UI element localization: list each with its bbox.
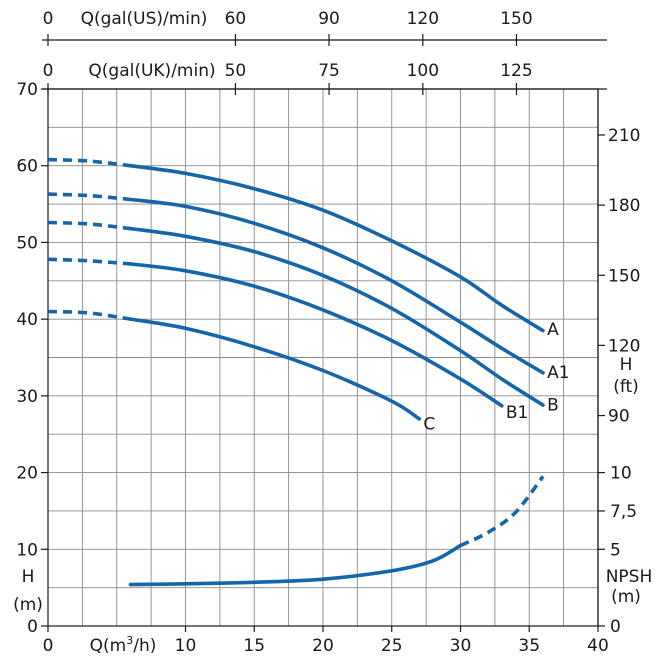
ft-tick-label: 210 (608, 126, 640, 146)
y-tick-label: 50 (16, 233, 38, 253)
curve-a-dashed (47, 157, 131, 168)
x-tick-label: 20 (312, 636, 334, 656)
ft-axis-label: H (620, 355, 633, 375)
bottom-axis: 0 10 15 20 25 30 35 40 Q(m3/h) (43, 626, 609, 656)
x-tick-label: 40 (587, 636, 609, 656)
curve-labels: A A1 B B1 C (423, 320, 569, 434)
curve-npsh-solid (128, 543, 463, 587)
top_axis_us-tick-label: 90 (318, 9, 340, 29)
y-tick-label: 60 (16, 157, 38, 177)
x-axis-label-tail: /h) (133, 636, 156, 656)
curves (47, 157, 545, 587)
npsh-tick-label: 5 (610, 540, 621, 560)
y-tick-label: 70 (16, 80, 38, 100)
x-tick-label: 25 (381, 636, 403, 656)
curve-c-solid (128, 317, 422, 421)
curve-npsh-dashed (459, 475, 545, 548)
curve-b-dashed (47, 220, 131, 231)
npsh-axis-unit: (m) (611, 587, 641, 607)
x-tick-label: 10 (175, 636, 197, 656)
top_axis_uk-tick-label: 100 (407, 61, 439, 81)
x-tick-label: 15 (243, 636, 265, 656)
npsh-tick-label: 10 (610, 464, 632, 484)
npsh-axis-label: NPSH (606, 567, 653, 587)
left-axis: 0 10 20 30 40 50 60 70 H (m) (13, 80, 48, 637)
curve-b-solid (128, 226, 545, 407)
npsh-tick-label: 0 (610, 617, 621, 637)
y-tick-label: 40 (16, 310, 38, 330)
npsh-tick-label: 7,5 (610, 502, 637, 522)
y-axis-unit: (m) (13, 595, 43, 615)
top_axis_uk-tick-label: 0 (43, 61, 54, 81)
y-tick-label: 10 (16, 540, 38, 560)
y-tick-label: 30 (16, 387, 38, 407)
curve-label-c: C (423, 414, 435, 434)
curve-c-dashed (47, 309, 131, 321)
top_axis_us-label: Q(gal(US)/min) (81, 9, 208, 29)
top_axis_uk-tick-label: 50 (225, 61, 247, 81)
top_axis_us-tick-label: 150 (500, 9, 532, 29)
x-axis-label-base: Q(m (90, 636, 127, 656)
x-tick-label: 0 (43, 636, 54, 656)
x-tick-label: 30 (450, 636, 472, 656)
ft-tick-label: 150 (608, 266, 640, 286)
top_axis_us-tick-label: 120 (407, 9, 439, 29)
top_axis_us-tick-label: 0 (43, 9, 54, 29)
y-tick-label: 0 (27, 617, 38, 637)
x-axis-label: Q(m3/h) (90, 634, 157, 656)
curve-label-b1: B1 (506, 403, 528, 423)
y-axis-label: H (22, 567, 35, 587)
ft-tick-label: 180 (608, 196, 640, 216)
curve-a1-dashed (47, 192, 131, 202)
y-tick-label: 20 (16, 464, 38, 484)
top_axis_uk-label: Q(gal(UK)/min) (88, 61, 215, 81)
curve-b1-dashed (47, 257, 131, 266)
grid-lines (48, 89, 598, 626)
x-axis-label-sup: 3 (126, 634, 133, 647)
top_axis_uk-tick-label: 125 (500, 61, 532, 81)
curve-label-b: B (547, 395, 559, 415)
x-tick-label: 35 (518, 636, 540, 656)
top_axis_uk-tick-label: 75 (318, 61, 340, 81)
curve-a1-solid (128, 197, 545, 375)
right-axes: 90 120 150 180 210 H(ft) 0 5 7,5 10 NPSH(m) (597, 89, 653, 637)
curve-label-a: A (547, 320, 559, 340)
curve-a-solid (128, 163, 545, 333)
top-axes: 0 60 90 120 150 Q(gal(US)/min) 0 50 75 100 125 Q(ga… (42, 9, 607, 95)
ft-axis-unit: (ft) (613, 377, 639, 397)
ft-tick-label: 120 (608, 336, 640, 356)
curve-b1-solid (128, 262, 504, 408)
top_axis_us-tick-label: 60 (225, 9, 247, 29)
curve-label-a1: A1 (547, 363, 569, 383)
ft-tick-label: 90 (608, 407, 630, 427)
